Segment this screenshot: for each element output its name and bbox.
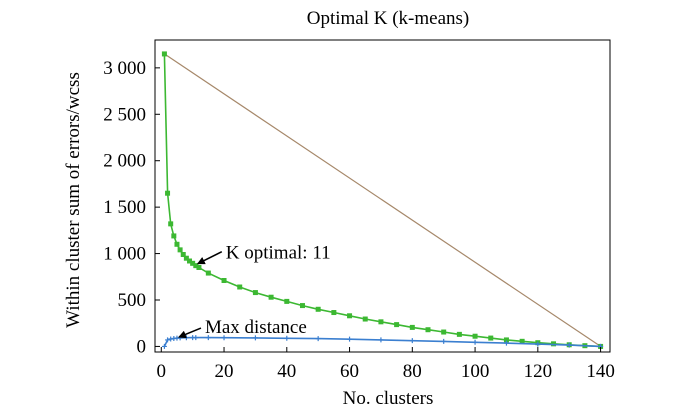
- x-tick-label: 120: [524, 361, 553, 382]
- data-point: [183, 335, 189, 341]
- data-point: [409, 338, 415, 344]
- y-axis-label: Within cluster sum of errors/wcss: [63, 72, 84, 328]
- data-point: [190, 260, 196, 266]
- data-point: [187, 258, 193, 264]
- data-point: [472, 339, 478, 345]
- data-point: [193, 335, 199, 341]
- data-point: [221, 335, 227, 341]
- k-optimal-arrow: [196, 250, 223, 265]
- y-tick-label: 1 500: [103, 197, 146, 218]
- x-tick-label: 100: [461, 361, 490, 382]
- max-distance-arrow: [178, 327, 202, 339]
- data-point: [161, 343, 167, 349]
- data-point: [503, 340, 509, 346]
- ticks-layer: 0 20 40 60 80 100 120 140 0 500 1 000 1 500 2 000 2 5…: [103, 58, 615, 382]
- k-optimal-annotation: K optimal: 11: [226, 243, 331, 264]
- data-point: [183, 255, 189, 261]
- data-point: [441, 338, 447, 344]
- data-point: [180, 252, 186, 257]
- plot-area: [154, 39, 611, 353]
- data-point: [284, 335, 290, 341]
- data-point: [171, 233, 177, 239]
- data-point: [441, 329, 447, 335]
- data-point: [237, 284, 243, 290]
- series-layer: [161, 51, 604, 349]
- data-point: [566, 342, 572, 348]
- max-distance-annotation: Max distance: [205, 317, 307, 338]
- data-point: [252, 290, 258, 296]
- data-point: [331, 310, 337, 316]
- x-tick-label: 0: [157, 361, 167, 382]
- chart-title: Optimal K (k-means): [307, 8, 470, 29]
- series-line: [164, 53, 601, 347]
- data-point: [488, 335, 494, 341]
- data-point: [168, 221, 174, 227]
- y-tick-label: 3 000: [103, 58, 146, 79]
- data-point: [161, 51, 167, 57]
- data-point: [503, 337, 509, 343]
- data-point: [519, 338, 525, 344]
- x-tick-label: 80: [403, 361, 422, 382]
- x-tick-label: 140: [586, 361, 615, 382]
- data-point: [177, 247, 183, 253]
- data-point: [205, 335, 211, 341]
- y-tick-label: 1 000: [103, 244, 146, 265]
- data-point: [205, 270, 211, 276]
- plot-frame: [154, 39, 611, 353]
- data-point: [347, 313, 353, 319]
- data-point: [409, 324, 415, 330]
- x-tick-label: 20: [215, 361, 234, 382]
- data-point: [196, 265, 202, 270]
- data-point: [425, 327, 431, 333]
- data-point: [315, 336, 321, 342]
- data-point: [268, 294, 274, 300]
- x-axis-label: No. clusters: [343, 388, 434, 409]
- data-point: [299, 303, 305, 309]
- series-2: [164, 53, 601, 347]
- data-point: [165, 337, 171, 343]
- y-tick-label: 2 500: [103, 104, 146, 125]
- data-point: [347, 336, 353, 342]
- data-point: [252, 335, 258, 341]
- data-point: [472, 333, 478, 339]
- data-point: [535, 341, 541, 347]
- annotations-layer: K optimal: 11 Max distance: [178, 243, 331, 339]
- y-tick-label: 0: [137, 336, 147, 357]
- data-point: [174, 241, 180, 247]
- x-tick-label: 40: [277, 361, 296, 382]
- data-point: [315, 306, 321, 312]
- data-point: [378, 337, 384, 343]
- data-point: [193, 263, 199, 269]
- data-point: [378, 319, 384, 325]
- data-point: [456, 331, 462, 337]
- data-point: [394, 322, 400, 328]
- x-tick-label: 60: [340, 361, 359, 382]
- data-point: [284, 298, 290, 304]
- data-point: [362, 316, 368, 322]
- data-point: [165, 190, 171, 196]
- y-tick-label: 500: [118, 290, 147, 311]
- series-3: [161, 335, 604, 349]
- data-point: [221, 278, 227, 283]
- y-tick-label: 2 000: [103, 151, 146, 172]
